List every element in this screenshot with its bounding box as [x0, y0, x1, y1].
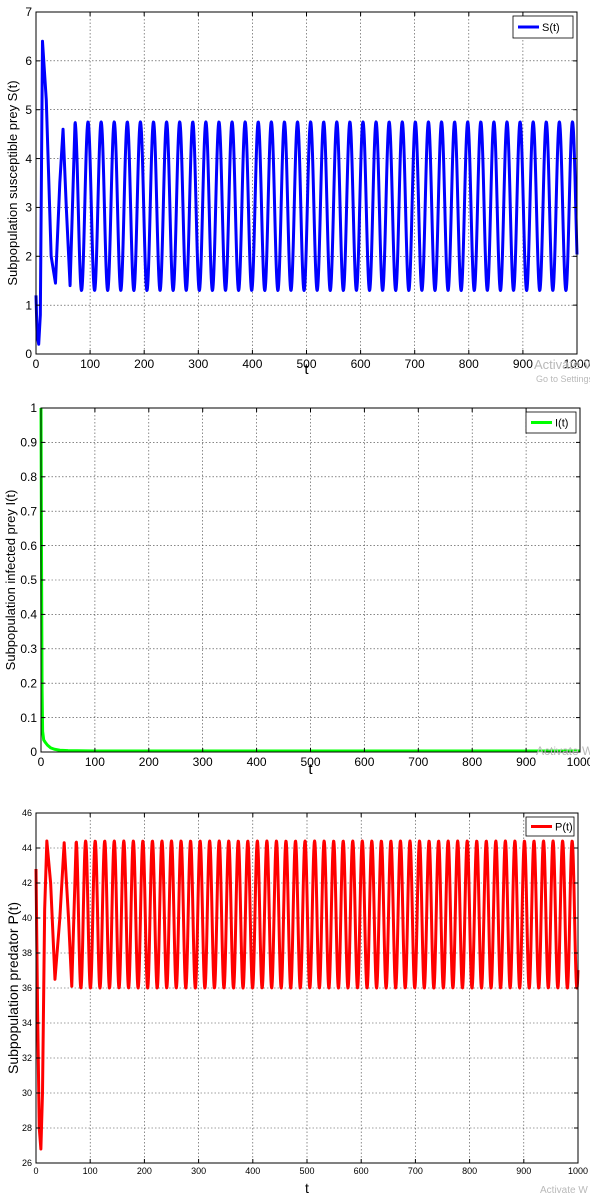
x-tick-label: 0	[33, 1166, 38, 1176]
y-tick-label: 3	[25, 201, 32, 215]
y-tick-label: 36	[22, 983, 32, 993]
chart-susceptible-prey: 0 100 200 300 400 500 600 700 800 900 1000 0 1 2 3 4 5 6 7…	[0, 0, 590, 384]
x-tick-label: 800	[462, 755, 482, 769]
y-tick-label: 28	[22, 1123, 32, 1133]
legend-box	[512, 15, 574, 39]
x-tick-label: 700	[405, 357, 425, 371]
x-tick-label: 200	[134, 357, 154, 371]
y-tick-label: 40	[22, 913, 32, 923]
x-tick-label: 0	[33, 357, 40, 371]
chart-infected-prey-svg: 0 100 200 300 400 500 600 700 800 900 1000 0 0.1 0.2 0…	[3, 401, 590, 778]
x-tick-label: 800	[462, 1166, 477, 1176]
x-tick-label: 400	[242, 357, 262, 371]
x-tick-label: 300	[193, 755, 213, 769]
y-tick-label: 1	[30, 401, 37, 415]
y-tick-label: 34	[22, 1018, 32, 1028]
watermark-activate: Activate W	[534, 357, 590, 372]
series-line-S(t)	[34, 39, 579, 346]
y-tick-label: 38	[22, 948, 32, 958]
chart-predator-svg: 0 100 200 300 400 500 600 700 800 900 1000 26 28 30 32…	[5, 808, 588, 1196]
chart-predator: 0 100 200 300 400 500 600 700 800 900 1000 26 28 30 32…	[0, 780, 590, 1198]
grid	[41, 408, 580, 752]
legend: P(t)	[525, 816, 575, 837]
x-tick-label: 900	[516, 1166, 531, 1176]
x-tick-label: 800	[459, 357, 479, 371]
x-tick-label: 600	[354, 1166, 369, 1176]
y-axis-label: Subpopulation predator P(t)	[5, 902, 21, 1074]
legend: I(t)	[525, 411, 577, 434]
x-tick-label: 100	[80, 357, 100, 371]
y-tick-label: 0.7	[20, 504, 37, 518]
y-tick-label: 1	[25, 298, 32, 312]
legend: S(t)	[512, 15, 574, 39]
x-tick-label: 100	[83, 1166, 98, 1176]
legend-label: I(t)	[555, 418, 568, 430]
y-tick-label: 0	[25, 347, 32, 361]
y-tick-label: 42	[22, 878, 32, 888]
x-tick-label: 1000	[567, 755, 590, 769]
x-tick-label: 900	[513, 357, 533, 371]
x-tick-label: 900	[516, 755, 536, 769]
x-tick-label: 100	[85, 755, 105, 769]
watermark-settings: Go to Settings t	[536, 374, 590, 384]
y-tick-label: 0.3	[20, 642, 37, 656]
y-tick-label: 46	[22, 808, 32, 818]
x-tick-label: 400	[245, 1166, 260, 1176]
x-tick-label: 1000	[568, 1166, 588, 1176]
x-tick-label: 700	[408, 1166, 423, 1176]
x-tick-label: 400	[247, 755, 267, 769]
series-line-P(t)	[34, 839, 580, 1151]
y-tick-label: 4	[25, 152, 32, 166]
x-tick-label: 600	[354, 755, 374, 769]
y-axis-label: Subpopulation susceptible prey S(t)	[5, 80, 20, 285]
x-axis-label: t	[308, 761, 313, 778]
chart-susceptible-prey-svg: 0 100 200 300 400 500 600 700 800 900 1000 0 1 2 3 4 5 6 7…	[5, 5, 590, 378]
y-tick-label: 0.1	[20, 711, 37, 725]
y-tick-label: 26	[22, 1158, 32, 1168]
legend-label: P(t)	[555, 822, 573, 834]
y-tick-label: 7	[25, 5, 32, 19]
chart-infected-prey: 0 100 200 300 400 500 600 700 800 900 1000 0 0.1 0.2 0…	[0, 380, 590, 780]
x-tick-label: 300	[188, 357, 208, 371]
y-tick-label: 0	[30, 745, 37, 759]
x-tick-label: 200	[137, 1166, 152, 1176]
x-tick-label: 300	[191, 1166, 206, 1176]
y-tick-label: 0.8	[20, 470, 37, 484]
y-tick-label: 44	[22, 843, 32, 853]
x-tick-label: 0	[38, 755, 45, 769]
x-tick-label: 500	[299, 1166, 314, 1176]
x-tick-label: 500	[300, 755, 320, 769]
y-tick-label: 0.9	[20, 436, 37, 450]
x-tick-label: 500	[296, 357, 316, 371]
y-tick-label: 0.2	[20, 676, 37, 690]
y-axis-label: Subpopulation infected prey I(t)	[3, 490, 18, 671]
x-tick-label: 1000	[564, 357, 590, 371]
watermark-activate: Activate W	[536, 744, 590, 758]
legend-label: S(t)	[542, 22, 560, 34]
x-tick-label: 700	[408, 755, 428, 769]
x-tick-label: 600	[351, 357, 371, 371]
x-axis-label: t	[304, 361, 309, 378]
y-tick-label: 32	[22, 1053, 32, 1063]
series-line-I(t)	[39, 407, 580, 753]
x-tick-label: 200	[139, 755, 159, 769]
y-tick-label: 2	[25, 249, 32, 263]
y-tick-label: 30	[22, 1088, 32, 1098]
y-tick-label: 5	[25, 103, 32, 117]
y-tick-label: 6	[25, 54, 32, 68]
y-tick-label: 0.5	[20, 573, 37, 587]
watermark-activate: Activate W	[540, 1185, 588, 1196]
y-tick-label: 0.4	[20, 608, 37, 622]
x-axis-label: t	[305, 1180, 309, 1196]
y-tick-label: 0.6	[20, 539, 37, 553]
